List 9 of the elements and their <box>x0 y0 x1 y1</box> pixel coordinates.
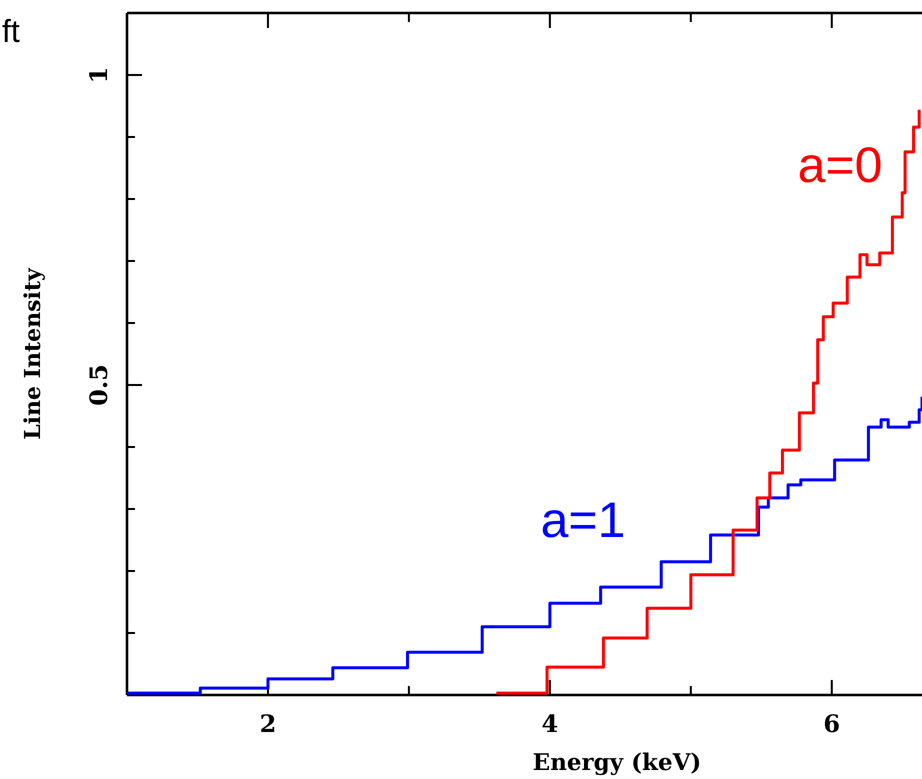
x-axis-title: Energy (keV) <box>532 749 702 776</box>
series-label: a=0 <box>798 137 882 193</box>
x-tick-label: 4 <box>542 709 558 738</box>
y-tick-label: 1 <box>84 66 113 84</box>
x-tick-label: 6 <box>823 709 840 738</box>
y-tick-label: 0.5 <box>84 364 113 406</box>
text: ft <box>2 13 20 49</box>
y-axis-title: Line Intensity <box>20 266 46 440</box>
x-tick-label: 2 <box>260 709 276 738</box>
